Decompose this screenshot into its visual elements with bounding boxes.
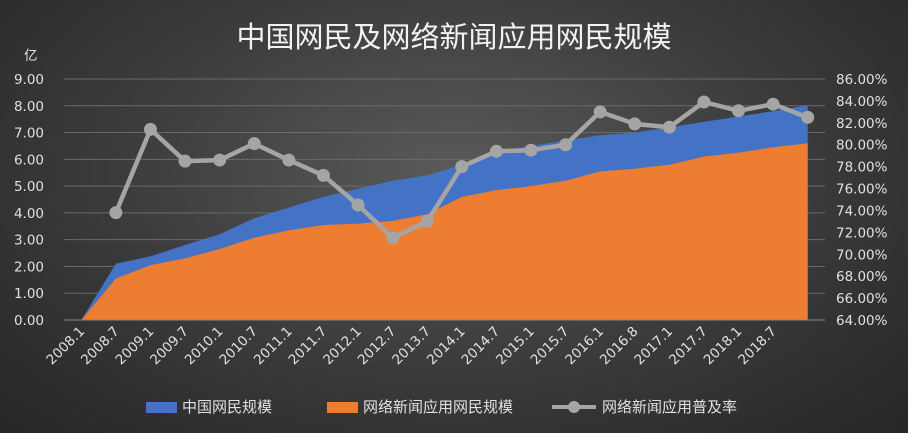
area-news-netizens	[81, 143, 808, 320]
rate-point	[801, 110, 815, 124]
rate-point	[559, 138, 573, 152]
x-tick-label: 2018.7	[735, 324, 780, 369]
rate-point	[593, 105, 607, 119]
right-tick-label: 66.00%	[836, 291, 888, 307]
right-tick-label: 68.00%	[836, 269, 888, 285]
x-axis: 2008.12008.72009.12009.72010.12010.72011…	[43, 319, 825, 369]
rate-point	[662, 120, 676, 134]
right-tick-label: 74.00%	[836, 203, 888, 219]
rate-point	[420, 214, 434, 228]
rate-point	[766, 97, 780, 111]
left-tick-label: 5.00	[14, 179, 44, 195]
rate-point	[455, 160, 469, 174]
rate-point	[316, 168, 330, 182]
legend-swatch	[146, 402, 177, 413]
legend-swatch	[327, 402, 358, 413]
rate-point	[178, 154, 192, 168]
rate-point	[109, 206, 123, 220]
rate-point	[489, 144, 503, 158]
right-tick-label: 64.00%	[836, 313, 888, 329]
rate-point	[524, 143, 538, 157]
right-tick-label: 76.00%	[836, 182, 888, 198]
left-tick-label: 6.00	[14, 152, 44, 168]
rate-point	[697, 95, 711, 109]
left-axis: 0.00 1.00 2.00 3.00 4.00 5.00 6.00 7.00 8.00 9.00	[14, 72, 44, 329]
rate-point	[732, 104, 746, 118]
rate-point	[143, 122, 157, 136]
legend: 中国网民规模 网络新闻应用网民规模 网络新闻应用普及率	[146, 398, 737, 416]
left-tick-label: 1.00	[14, 286, 44, 302]
right-tick-label: 86.00%	[836, 72, 888, 88]
left-tick-label: 9.00	[14, 72, 44, 88]
rate-point	[351, 198, 365, 212]
line-series	[109, 95, 815, 245]
right-tick-label: 84.00%	[836, 94, 888, 110]
legend-label: 中国网民规模	[182, 398, 272, 416]
left-tick-label: 3.00	[14, 233, 44, 249]
rate-point	[282, 153, 296, 167]
right-tick-label: 82.00%	[836, 116, 888, 132]
left-tick-label: 4.00	[14, 206, 44, 222]
left-tick-label: 8.00	[14, 99, 44, 115]
left-tick-label: 2.00	[14, 259, 44, 275]
rate-point	[213, 153, 227, 167]
left-tick-label: 0.00	[14, 313, 44, 329]
left-tick-label: 7.00	[14, 126, 44, 142]
rate-point	[628, 117, 642, 131]
right-axis: 64.00% 66.00% 68.00% 70.00% 72.00% 74.00% 76.0…	[836, 72, 888, 329]
left-axis-unit: 亿	[24, 48, 38, 64]
area-series	[81, 105, 808, 321]
legend-label: 网络新闻应用网民规模	[363, 398, 513, 416]
right-tick-label: 78.00%	[836, 160, 888, 176]
right-tick-label: 80.00%	[836, 138, 888, 154]
legend-marker	[568, 401, 580, 413]
rate-point	[247, 137, 261, 151]
chart-title: 中国网民及网络新闻应用网民规模	[236, 20, 671, 54]
right-tick-label: 70.00%	[836, 247, 888, 263]
legend-label: 网络新闻应用普及率	[602, 398, 737, 416]
right-tick-label: 72.00%	[836, 225, 888, 241]
rate-point	[386, 231, 400, 245]
